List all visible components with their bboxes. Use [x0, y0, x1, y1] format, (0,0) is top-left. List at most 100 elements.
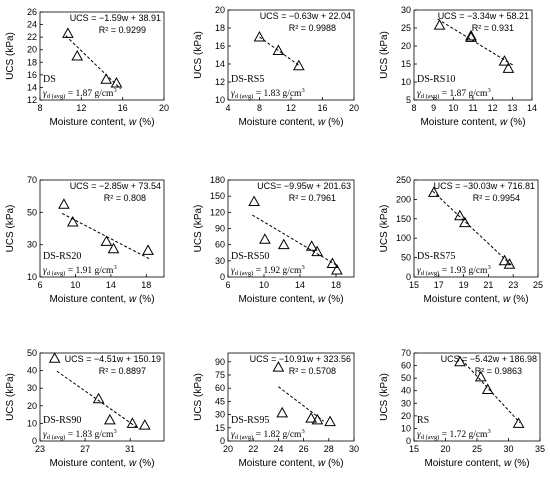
y-tick-label: 30 — [27, 240, 37, 250]
y-tick-label: 180 — [210, 175, 225, 185]
x-axis-title: Moisture content, w (%) — [424, 458, 529, 469]
data-point — [276, 406, 289, 418]
data-point — [277, 238, 290, 250]
x-tick-label: 16 — [317, 103, 327, 113]
x-tick-label: 4 — [225, 103, 230, 113]
y-tick-label: 50 — [27, 348, 37, 358]
data-point — [474, 370, 487, 382]
data-point — [248, 195, 260, 207]
data-point — [503, 258, 516, 269]
sample-label: DS-RS75 — [417, 251, 455, 262]
y-tick-label: 0 — [220, 436, 225, 446]
x-tick-label: 12 — [488, 103, 498, 113]
y-tick-label: 0 — [32, 436, 37, 446]
r-squared: R² = 0.5708 — [289, 366, 336, 376]
data-point — [110, 76, 123, 88]
trend-line — [65, 35, 121, 90]
y-tick-label: 75 — [215, 370, 225, 380]
x-tick-label: 20 — [223, 444, 233, 454]
x-tick-label: 15 — [409, 444, 419, 454]
data-point — [465, 29, 477, 41]
x-tick-label: 8 — [411, 103, 416, 113]
y-tick-label: 60 — [401, 361, 411, 371]
x-tick-label: 8 — [257, 103, 262, 113]
data-point — [502, 62, 515, 73]
x-tick-label: 28 — [324, 444, 334, 454]
trend-equation: UCS = −3.34w + 58.21 — [438, 11, 529, 21]
x-axis-title: Moisture content, w (%) — [238, 294, 343, 305]
y-tick-label: 18 — [215, 23, 225, 33]
trend-equation: UCS = −0.63w + 22.04 — [260, 11, 351, 21]
y-tick-label: 10 — [27, 272, 37, 282]
data-point — [100, 73, 112, 84]
trend-equation: UCS = −5.42w + 186.98 — [441, 354, 537, 364]
data-point — [66, 216, 79, 227]
y-tick-label: 10 — [215, 95, 225, 105]
data-point — [465, 31, 477, 42]
data-point — [48, 352, 61, 363]
y-tick-label: 70 — [27, 175, 37, 185]
x-tick-label: 24 — [273, 444, 283, 454]
y-tick-label: 20 — [27, 45, 37, 55]
x-tick-label: 20 — [440, 444, 450, 454]
dry-density-label: γd (avg) = 1.72 g/cm3 — [417, 428, 491, 441]
r-squared: R² = 0.9954 — [473, 193, 520, 203]
data-point — [498, 254, 511, 266]
trend-equation: UCS = −1.59w + 38.91 — [70, 13, 161, 23]
x-tick-label: 21 — [483, 280, 493, 290]
y-tick-label: 12 — [27, 95, 37, 105]
x-axis-title: Moisture content, w (%) — [420, 117, 525, 128]
x-axis-title: Moisture content, w (%) — [423, 294, 528, 305]
y-tick-label: 18 — [27, 57, 37, 67]
x-tick-label: 26 — [299, 444, 309, 454]
y-tick-label: 40 — [401, 386, 411, 396]
data-point — [71, 49, 84, 61]
data-point — [138, 419, 151, 430]
dry-density-label: γd (avg) = 1.92 g/cm3 — [231, 264, 305, 277]
trend-equation: UCS = −2.85w + 73.54 — [70, 181, 161, 191]
data-point — [311, 245, 323, 257]
sample-label: DS-RS10 — [417, 74, 455, 85]
x-tick-label: 30 — [503, 444, 513, 454]
data-point — [305, 240, 318, 251]
x-tick-label: 11 — [468, 103, 477, 113]
sample-label: DS-RS90 — [43, 415, 81, 426]
data-point — [326, 257, 339, 269]
trend-line — [278, 386, 325, 422]
dry-density-label: γd (avg) = 1.87 g/cm3 — [417, 87, 491, 100]
y-tick-label: 20 — [401, 411, 411, 421]
panel-rs: 15 20 25 30 35 0 10 20 30 40 50 60 70 UCS (kPa) Moistu… — [379, 348, 545, 469]
data-point — [427, 186, 440, 197]
y-tick-label: 15 — [401, 59, 411, 69]
r-squared: R² = 0.9988 — [289, 23, 336, 33]
y-tick-label: 15 — [215, 423, 225, 433]
y-tick-label: 20 — [215, 5, 225, 15]
y-axis-title: UCS (kPa) — [5, 32, 16, 80]
r-squared: R² = 0.8897 — [99, 366, 146, 376]
data-point — [100, 235, 113, 246]
r-squared: R² = 0.9299 — [99, 25, 146, 35]
x-tick-label: 15 — [409, 280, 419, 290]
data-point — [433, 19, 446, 30]
y-tick-label: 30 — [401, 398, 411, 408]
data-point — [293, 59, 305, 71]
x-tick-label: 18 — [331, 280, 341, 290]
y-tick-label: 120 — [210, 207, 225, 217]
y-tick-label: 50 — [27, 207, 37, 217]
x-tick-label: 18 — [141, 280, 151, 290]
y-tick-label: 0 — [406, 436, 411, 446]
x-axis-title: Moisture content, w (%) — [238, 117, 343, 128]
y-tick-label: 90 — [215, 357, 225, 367]
data-point — [305, 412, 318, 423]
r-squared: R² = 0.7961 — [289, 193, 336, 203]
plot-frame — [39, 11, 165, 101]
trend-line — [252, 214, 339, 267]
x-tick-label: 23 — [508, 280, 518, 290]
data-point — [458, 216, 471, 228]
plot-frame — [39, 352, 165, 442]
plot-frame — [39, 179, 165, 278]
x-tick-label: 12 — [286, 103, 296, 113]
data-point — [104, 413, 116, 425]
